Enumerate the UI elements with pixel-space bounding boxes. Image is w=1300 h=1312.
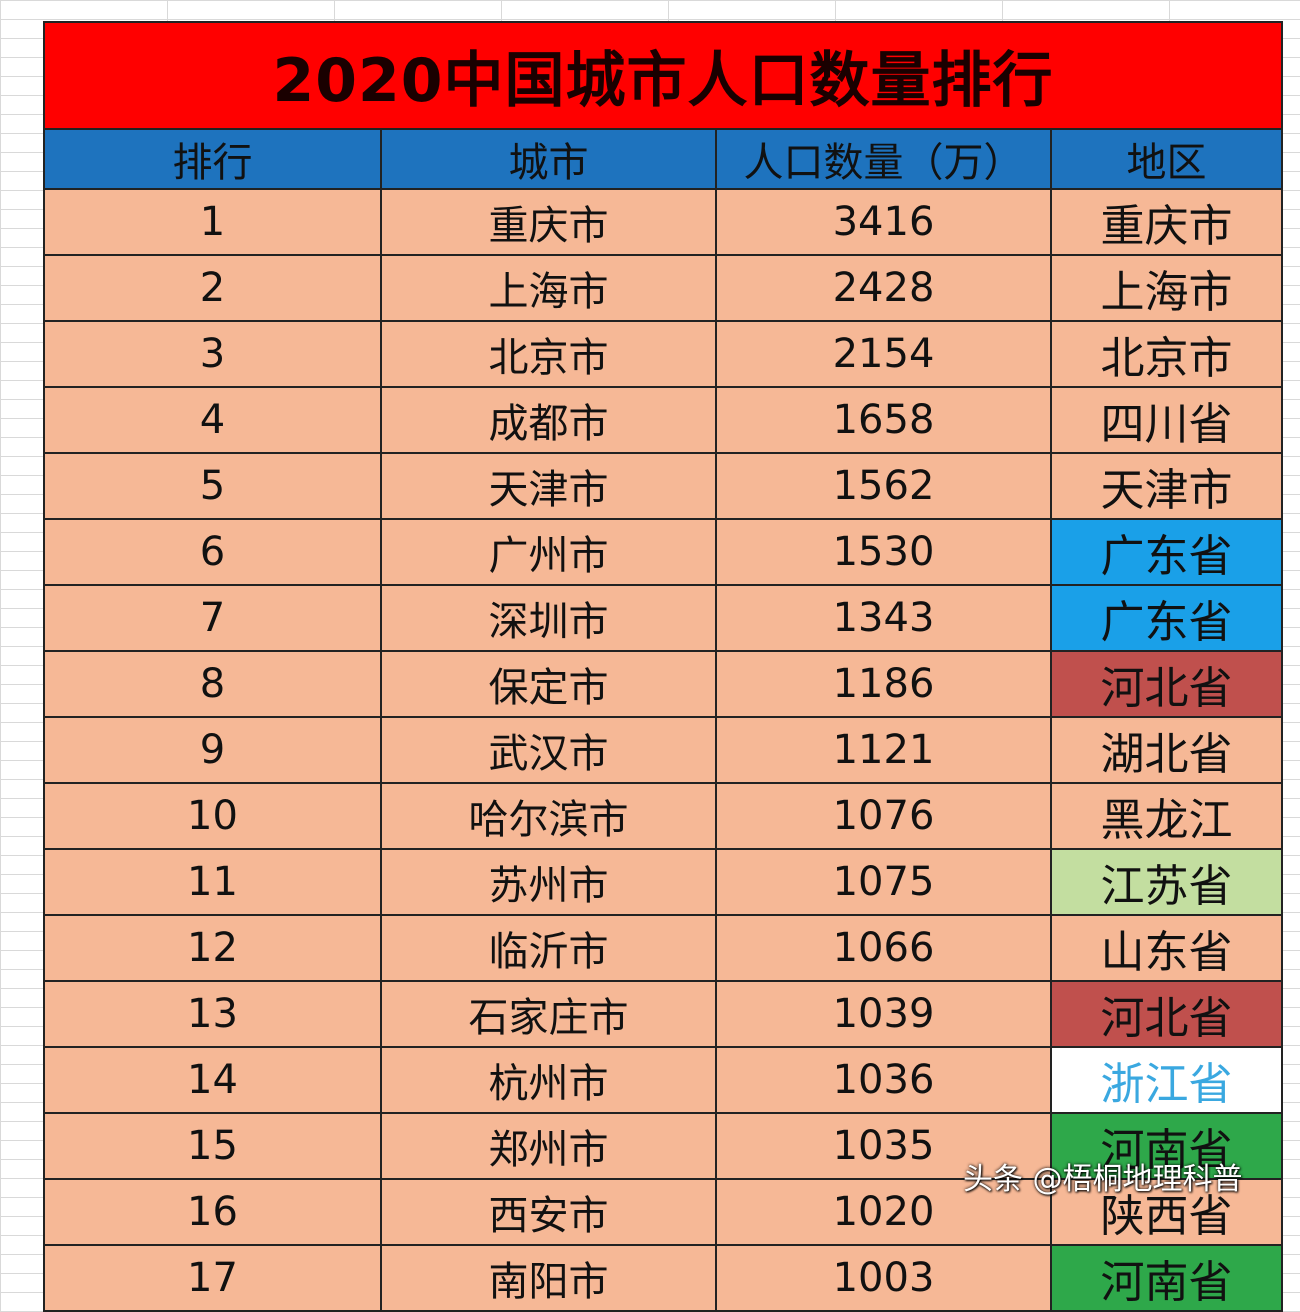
city-cell[interactable]: 广州市 [380, 518, 717, 586]
population-cell[interactable]: 1036 [715, 1046, 1052, 1114]
column-header-region[interactable]: 地区 [1050, 130, 1281, 190]
rank-cell[interactable]: 12 [45, 914, 382, 982]
table-row: 10 哈尔滨市 1076 黑龙江 [45, 782, 1281, 850]
population-table: 排行 城市 人口数量（万） 地区 1 重庆市 3416 重庆市 2 上海市 2428 上海市… [45, 130, 1281, 1310]
table-row: 1 重庆市 3416 重庆市 [45, 188, 1281, 256]
rank-cell[interactable]: 11 [45, 848, 382, 916]
region-cell[interactable]: 江苏省 [1050, 848, 1281, 916]
city-cell[interactable]: 北京市 [380, 320, 717, 388]
table-row: 8 保定市 1186 河北省 [45, 650, 1281, 718]
rank-cell[interactable]: 7 [45, 584, 382, 652]
region-cell[interactable]: 湖北省 [1050, 716, 1281, 784]
population-cell[interactable]: 1003 [715, 1244, 1052, 1310]
population-cell[interactable]: 1121 [715, 716, 1052, 784]
rank-cell[interactable]: 17 [45, 1244, 382, 1310]
rank-cell[interactable]: 15 [45, 1112, 382, 1180]
table-body: 1 重庆市 3416 重庆市 2 上海市 2428 上海市 3 北京市 2154 北京市 4 成都市… [45, 188, 1281, 1310]
population-cell[interactable]: 1076 [715, 782, 1052, 850]
region-cell[interactable]: 广东省 [1050, 584, 1281, 652]
column-header-city[interactable]: 城市 [380, 130, 717, 190]
city-cell[interactable]: 深圳市 [380, 584, 717, 652]
region-cell[interactable]: 河北省 [1050, 980, 1281, 1048]
population-cell[interactable]: 2428 [715, 254, 1052, 322]
rank-cell[interactable]: 1 [45, 188, 382, 256]
population-table-sheet: 2020中国城市人口数量排行 排行 城市 人口数量（万） 地区 1 重庆市 3416… [43, 21, 1283, 1312]
region-cell[interactable]: 重庆市 [1050, 188, 1281, 256]
region-cell[interactable]: 北京市 [1050, 320, 1281, 388]
table-row: 4 成都市 1658 四川省 [45, 386, 1281, 454]
population-cell[interactable]: 1035 [715, 1112, 1052, 1180]
city-cell[interactable]: 临沂市 [380, 914, 717, 982]
rank-cell[interactable]: 5 [45, 452, 382, 520]
region-cell[interactable]: 河南省 [1050, 1112, 1281, 1180]
city-cell[interactable]: 重庆市 [380, 188, 717, 256]
table-title: 2020中国城市人口数量排行 [45, 23, 1281, 130]
table-row: 9 武汉市 1121 湖北省 [45, 716, 1281, 784]
population-cell[interactable]: 1186 [715, 650, 1052, 718]
population-cell[interactable]: 1562 [715, 452, 1052, 520]
city-cell[interactable]: 南阳市 [380, 1244, 717, 1310]
region-cell[interactable]: 黑龙江 [1050, 782, 1281, 850]
region-cell[interactable]: 四川省 [1050, 386, 1281, 454]
table-row: 11 苏州市 1075 江苏省 [45, 848, 1281, 916]
table-row: 12 临沂市 1066 山东省 [45, 914, 1281, 982]
city-cell[interactable]: 西安市 [380, 1178, 717, 1246]
region-cell[interactable]: 浙江省 [1050, 1046, 1281, 1114]
city-cell[interactable]: 成都市 [380, 386, 717, 454]
rank-cell[interactable]: 8 [45, 650, 382, 718]
table-row: 7 深圳市 1343 广东省 [45, 584, 1281, 652]
city-cell[interactable]: 天津市 [380, 452, 717, 520]
region-cell[interactable]: 广东省 [1050, 518, 1281, 586]
column-header-population[interactable]: 人口数量（万） [715, 130, 1052, 190]
rank-cell[interactable]: 14 [45, 1046, 382, 1114]
rank-cell[interactable]: 13 [45, 980, 382, 1048]
rank-cell[interactable]: 10 [45, 782, 382, 850]
population-cell[interactable]: 1075 [715, 848, 1052, 916]
city-cell[interactable]: 哈尔滨市 [380, 782, 717, 850]
population-cell[interactable]: 2154 [715, 320, 1052, 388]
population-cell[interactable]: 1658 [715, 386, 1052, 454]
table-row: 15 郑州市 1035 河南省 [45, 1112, 1281, 1180]
region-cell[interactable]: 河南省 [1050, 1244, 1281, 1310]
city-cell[interactable]: 苏州市 [380, 848, 717, 916]
watermark-text: 头条 @梧桐地理科普 [963, 1162, 1243, 1197]
rank-cell[interactable]: 9 [45, 716, 382, 784]
city-cell[interactable]: 郑州市 [380, 1112, 717, 1180]
city-cell[interactable]: 武汉市 [380, 716, 717, 784]
population-cell[interactable]: 1039 [715, 980, 1052, 1048]
table-row: 6 广州市 1530 广东省 [45, 518, 1281, 586]
population-cell[interactable]: 1343 [715, 584, 1052, 652]
rank-cell[interactable]: 16 [45, 1178, 382, 1246]
city-cell[interactable]: 保定市 [380, 650, 717, 718]
rank-cell[interactable]: 6 [45, 518, 382, 586]
table-row: 17 南阳市 1003 河南省 [45, 1244, 1281, 1310]
rank-cell[interactable]: 4 [45, 386, 382, 454]
table-row: 3 北京市 2154 北京市 [45, 320, 1281, 388]
region-cell[interactable]: 上海市 [1050, 254, 1281, 322]
population-cell[interactable]: 1066 [715, 914, 1052, 982]
column-header-rank[interactable]: 排行 [45, 130, 382, 190]
city-cell[interactable]: 石家庄市 [380, 980, 717, 1048]
region-cell[interactable]: 山东省 [1050, 914, 1281, 982]
region-cell[interactable]: 河北省 [1050, 650, 1281, 718]
table-row: 5 天津市 1562 天津市 [45, 452, 1281, 520]
city-cell[interactable]: 杭州市 [380, 1046, 717, 1114]
table-row: 2 上海市 2428 上海市 [45, 254, 1281, 322]
rank-cell[interactable]: 2 [45, 254, 382, 322]
region-cell[interactable]: 天津市 [1050, 452, 1281, 520]
table-row: 13 石家庄市 1039 河北省 [45, 980, 1281, 1048]
header-row: 排行 城市 人口数量（万） 地区 [45, 130, 1281, 190]
rank-cell[interactable]: 3 [45, 320, 382, 388]
population-cell[interactable]: 3416 [715, 188, 1052, 256]
population-cell[interactable]: 1530 [715, 518, 1052, 586]
city-cell[interactable]: 上海市 [380, 254, 717, 322]
table-row: 14 杭州市 1036 浙江省 [45, 1046, 1281, 1114]
